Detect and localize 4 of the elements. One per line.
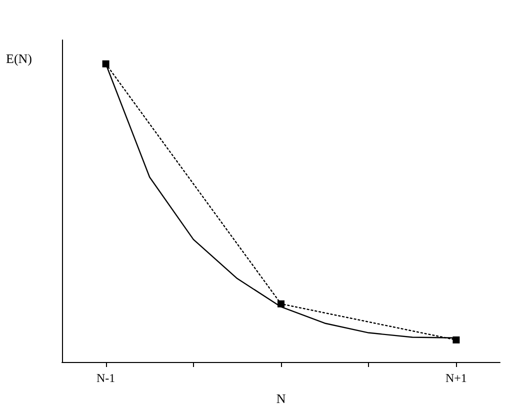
x-tick-label: N+1 (445, 371, 467, 385)
x-tick-label: N-1 (96, 371, 116, 385)
y-axis-title: E(N) (6, 51, 32, 66)
x-axis-title: N (276, 391, 286, 406)
